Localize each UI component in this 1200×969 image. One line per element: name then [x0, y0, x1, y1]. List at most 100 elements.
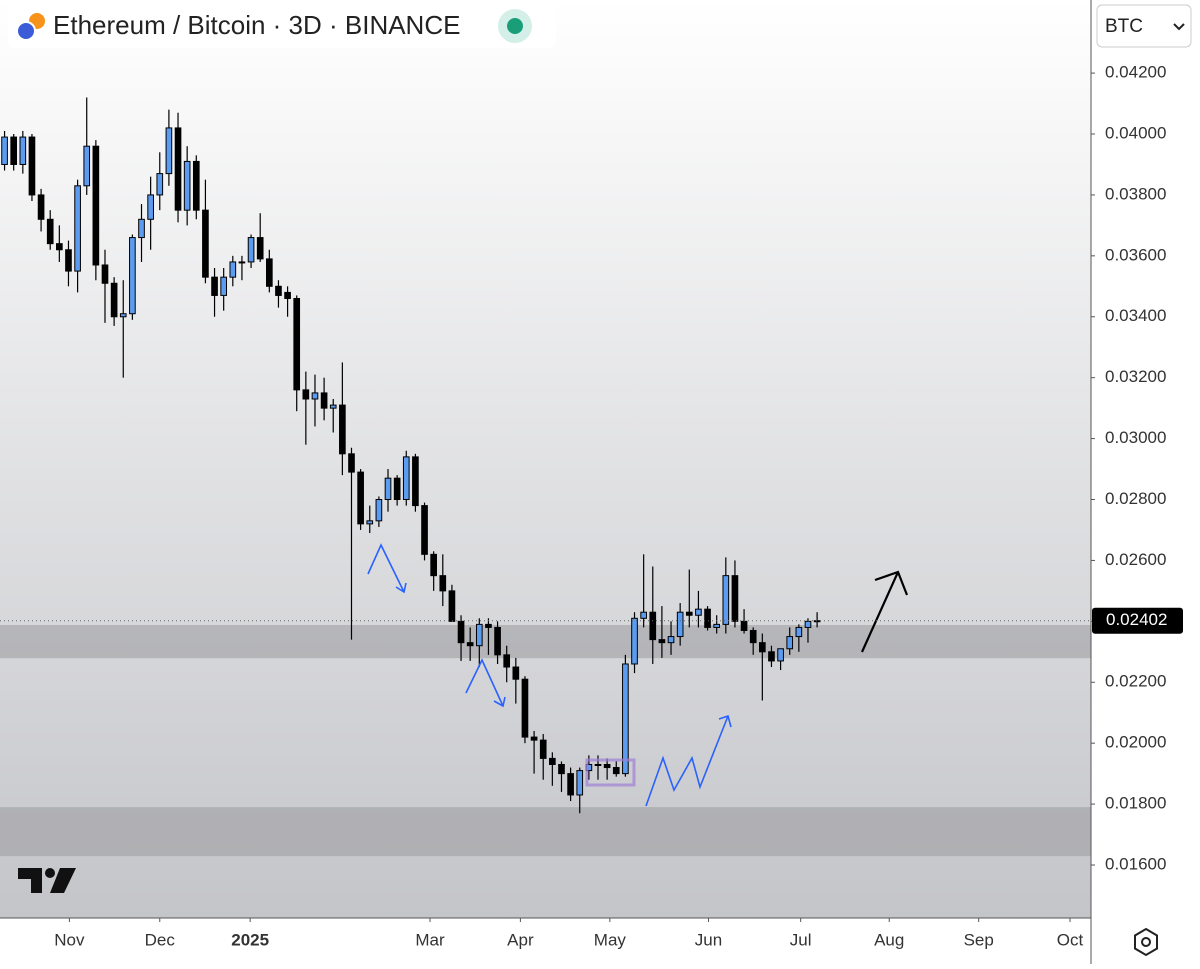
candle-body — [293, 297, 301, 391]
settings-button-dot[interactable] — [1141, 937, 1151, 947]
candle-body — [759, 642, 766, 653]
candle-body — [485, 623, 492, 628]
candle-body — [10, 136, 18, 165]
candle-body — [220, 276, 228, 296]
x-tick-label: Nov — [54, 930, 85, 949]
candle-body — [786, 636, 794, 650]
candle-body — [667, 636, 675, 644]
candle-body — [695, 608, 702, 616]
candle-body — [804, 620, 812, 628]
last-price-label: 0.02402 — [1106, 610, 1167, 629]
zigzag-arrow — [367, 543, 405, 593]
candle-body — [430, 553, 437, 577]
candle-body — [46, 218, 54, 245]
candle-body — [19, 136, 27, 165]
candle-body — [622, 663, 629, 775]
candle-body — [731, 575, 739, 622]
candle-body — [494, 626, 501, 656]
x-tick-label: Aug — [874, 930, 904, 949]
candle-body — [275, 285, 282, 296]
candle-body — [357, 471, 364, 525]
arrow-head — [493, 696, 506, 708]
y-tick-label: 0.03000 — [1105, 428, 1166, 447]
y-tick-label: 0.02600 — [1105, 550, 1166, 569]
candle-body — [795, 626, 803, 638]
y-tick-label: 0.01800 — [1105, 794, 1166, 813]
candle-body — [412, 456, 419, 507]
time-axis-background — [0, 918, 1091, 964]
candle-body — [37, 194, 45, 220]
candle-body — [311, 392, 319, 400]
candle-body — [119, 313, 127, 318]
candle-body — [549, 757, 556, 765]
candle-body — [229, 261, 237, 278]
candle-body — [138, 218, 145, 239]
x-tick-label: 2025 — [231, 930, 269, 949]
x-tick-label: Oct — [1057, 930, 1084, 949]
arrow-head — [718, 714, 732, 728]
header-background — [8, 4, 556, 48]
support-zone — [0, 624, 1091, 659]
tradingview-logo — [18, 868, 76, 893]
candle-body — [640, 611, 647, 619]
candle-body — [339, 404, 346, 455]
candle-body — [366, 520, 374, 525]
x-tick-label: Jul — [790, 930, 812, 949]
candle-body — [256, 237, 264, 260]
candle-body — [777, 648, 784, 662]
candle-body — [658, 639, 666, 644]
candle-body — [192, 160, 200, 211]
candle-body — [101, 264, 109, 284]
y-tick-label: 0.01600 — [1105, 854, 1166, 873]
candle-body — [74, 185, 81, 272]
candle-body — [631, 617, 638, 665]
candle-body — [512, 666, 520, 680]
candle-body — [375, 499, 383, 522]
candle-body — [603, 763, 611, 769]
y-tick-label: 0.02800 — [1105, 489, 1166, 508]
candle-body — [558, 763, 565, 775]
candle-body — [612, 767, 620, 775]
candle-body — [202, 209, 209, 278]
logo-part — [18, 868, 42, 893]
candle-body — [56, 243, 63, 251]
settings-button[interactable] — [1134, 927, 1158, 957]
candle-body — [384, 477, 392, 501]
candle-body — [284, 291, 291, 299]
y-tick-label: 0.04200 — [1105, 63, 1166, 82]
candle-body — [813, 620, 821, 623]
candle-body — [466, 642, 474, 647]
candle-body — [722, 575, 730, 625]
candle-body — [475, 623, 483, 647]
candle-body — [676, 611, 684, 638]
candle-body — [65, 249, 72, 272]
range-box — [585, 758, 636, 787]
price-axis-background — [1091, 0, 1200, 964]
currency-select[interactable] — [1096, 4, 1192, 48]
market-status — [507, 18, 523, 34]
candle-body — [165, 127, 173, 175]
y-tick-label: 0.03200 — [1105, 367, 1166, 386]
candle-body — [439, 575, 447, 592]
candle-body — [713, 623, 721, 628]
x-tick-label: Mar — [415, 930, 445, 949]
candle-body — [457, 620, 465, 644]
x-tick-label: Jun — [695, 930, 722, 949]
candle-body — [174, 127, 182, 211]
candle-body — [110, 282, 118, 318]
candle-body — [448, 590, 456, 622]
dropdown-chevron[interactable] — [1173, 23, 1185, 31]
candle-body — [704, 608, 711, 628]
y-tick-label: 0.03800 — [1105, 184, 1166, 203]
y-tick-label: 0.02200 — [1105, 672, 1166, 691]
drawings — [367, 543, 732, 807]
candle-body — [320, 392, 328, 409]
candle-body — [521, 678, 529, 738]
x-tick-label: Apr — [507, 930, 534, 949]
x-tick-label: Sep — [964, 930, 994, 949]
candle-body — [83, 145, 91, 187]
zigzag-arrow — [465, 658, 504, 707]
currency-label[interactable]: BTC — [1105, 16, 1143, 37]
candle-body — [503, 654, 511, 668]
